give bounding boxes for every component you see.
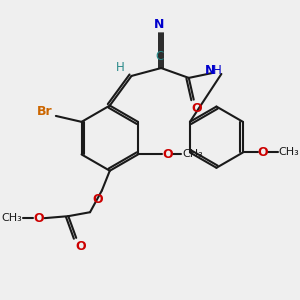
Text: Br: Br (37, 106, 53, 118)
Text: O: O (162, 148, 173, 161)
Text: O: O (191, 102, 202, 115)
Text: CH₃: CH₃ (2, 213, 22, 223)
Text: N: N (154, 18, 164, 31)
Text: O: O (257, 146, 268, 159)
Text: CH₃: CH₃ (182, 149, 203, 159)
Text: CH₃: CH₃ (278, 148, 299, 158)
Text: C: C (155, 50, 163, 63)
Text: N: N (205, 64, 216, 77)
Text: O: O (76, 240, 86, 253)
Text: H: H (213, 64, 222, 77)
Text: O: O (33, 212, 44, 225)
Text: O: O (93, 193, 103, 206)
Text: H: H (116, 61, 125, 74)
